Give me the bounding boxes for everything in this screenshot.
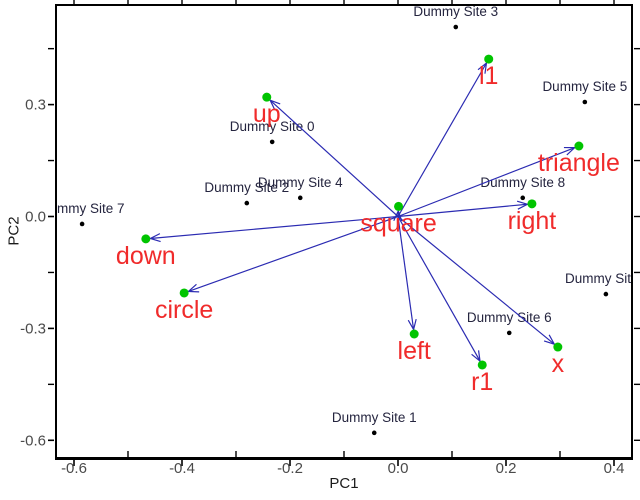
x-axis-ticks: -0.6 -0.4 -0.2 0.0 0.2 0.4: [61, 451, 624, 477]
site-label-dummy-site-2: Dummy Site 2: [204, 180, 289, 195]
site-point-dummy-site-5: [582, 99, 588, 105]
site-point-dummy-site-2: [244, 200, 250, 206]
species-arrow-x: [397, 216, 556, 346]
species-label-up: up: [253, 100, 281, 128]
species-point-up: [262, 92, 272, 102]
x-axis-tick-label: 0.0: [388, 460, 409, 477]
top-axis-ticks: [73, 0, 615, 4]
site-point-dummy-site-6: [506, 330, 512, 336]
species-point-x: [553, 342, 563, 352]
y-axis-title: PC2: [5, 216, 23, 246]
site-label-dummy-site-8: Dummy Site 8: [480, 175, 565, 190]
site-label-mmy-site-7: mmy Site 7: [57, 201, 125, 216]
y-axis-tick-label: 0.0: [25, 209, 46, 226]
species-point-left: [409, 329, 419, 339]
species-arrow-circle: [186, 215, 399, 293]
species-labels-group: up down left right circle square triangle x l1 r1: [116, 62, 620, 396]
species-label-right: right: [508, 207, 557, 235]
species-label-l1: l1: [479, 62, 498, 90]
species-point-circle: [179, 288, 189, 298]
site-label-dummy-site-6: Dummy Site 6: [467, 310, 552, 325]
right-axis-ticks: [634, 47, 640, 441]
x-axis-tick-label: -0.6: [61, 460, 87, 477]
site-point-mmy-site-7: [79, 221, 85, 227]
site-point-dummy-site-4: [297, 195, 303, 201]
species-arrow-l1: [397, 61, 488, 217]
species-arrow-triangle: [397, 146, 577, 218]
site-label-dummy-site-4: Dummy Site 4: [258, 175, 343, 190]
site-point-dummy-site-1: [371, 430, 377, 436]
species-label-x: x: [552, 350, 565, 378]
site-label-dummy-sit: Dummy Sit: [565, 271, 631, 286]
species-point-square: [394, 201, 404, 211]
species-arrow-right: [397, 200, 530, 218]
species-label-triangle: triangle: [538, 149, 620, 177]
species-point-r1: [477, 360, 487, 370]
species-point-triangle: [574, 141, 584, 151]
site-label-dummy-site-5: Dummy Site 5: [542, 79, 627, 94]
species-label-circle: circle: [155, 296, 213, 324]
site-point-dummy-sit: [603, 291, 609, 297]
y-axis-tick-label: 0.3: [25, 97, 46, 114]
y-axis-tick-label: -0.3: [20, 320, 46, 337]
species-arrow-up: [268, 99, 399, 217]
species-arrows-group: [148, 61, 577, 363]
x-axis-tick-label: -0.4: [169, 460, 195, 477]
site-label-dummy-site-0: Dummy Site 0: [230, 119, 315, 134]
site-point-dummy-site-3: [453, 24, 459, 30]
x-axis-tick-label: -0.2: [277, 460, 303, 477]
species-label-square: square: [360, 209, 436, 237]
species-label-down: down: [116, 242, 176, 270]
y-axis-tick-label: -0.6: [20, 432, 46, 449]
species-arrow-down: [148, 215, 399, 243]
species-label-left: left: [398, 337, 431, 365]
species-point-down: [141, 234, 151, 244]
x-axis-tick-label: 0.2: [496, 460, 517, 477]
species-point-right: [527, 199, 537, 209]
site-label-dummy-site-1: Dummy Site 1: [332, 410, 417, 425]
y-axis-ticks: -0.6 -0.3 0.0 0.3: [20, 47, 54, 449]
x-axis-title: PC1: [329, 475, 359, 492]
site-point-dummy-site-8: [520, 195, 526, 201]
species-label-r1: r1: [471, 368, 493, 396]
x-axis-tick-label: 0.4: [604, 460, 625, 477]
species-arrow-r1: [397, 216, 481, 363]
species-arrow-left: [397, 216, 417, 332]
site-label-dummy-site-3: Dummy Site 3: [413, 4, 498, 19]
site-point-dummy-site-0: [269, 139, 275, 145]
species-points-group: [141, 54, 584, 370]
species-point-l1: [484, 54, 494, 64]
